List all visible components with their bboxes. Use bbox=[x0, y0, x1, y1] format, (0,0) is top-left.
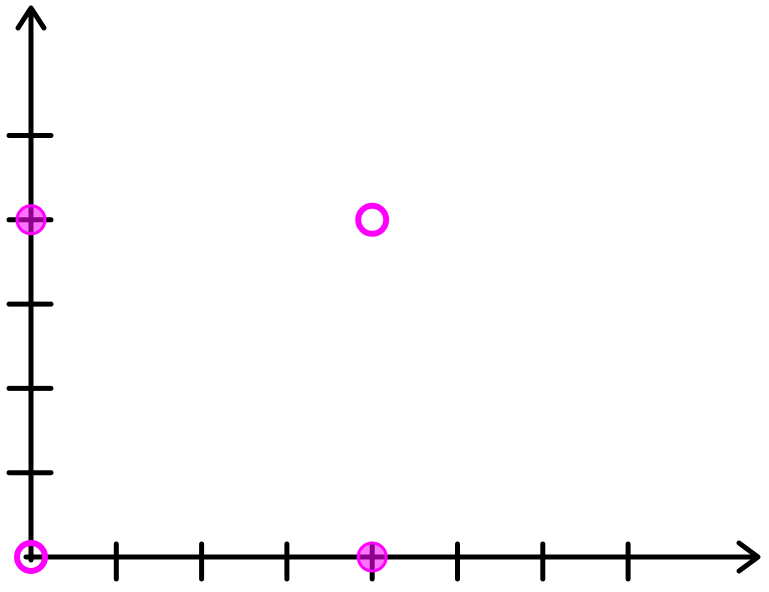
data-point-4 bbox=[356, 541, 388, 573]
data-point-2 bbox=[355, 202, 390, 237]
y-axis-arrow bbox=[15, 5, 47, 31]
ticks bbox=[6, 133, 631, 582]
x-axis-arrow bbox=[736, 540, 761, 574]
data-points bbox=[14, 202, 390, 574]
data-point-1 bbox=[14, 540, 48, 574]
data-point-3 bbox=[15, 204, 47, 236]
axes bbox=[15, 5, 761, 574]
